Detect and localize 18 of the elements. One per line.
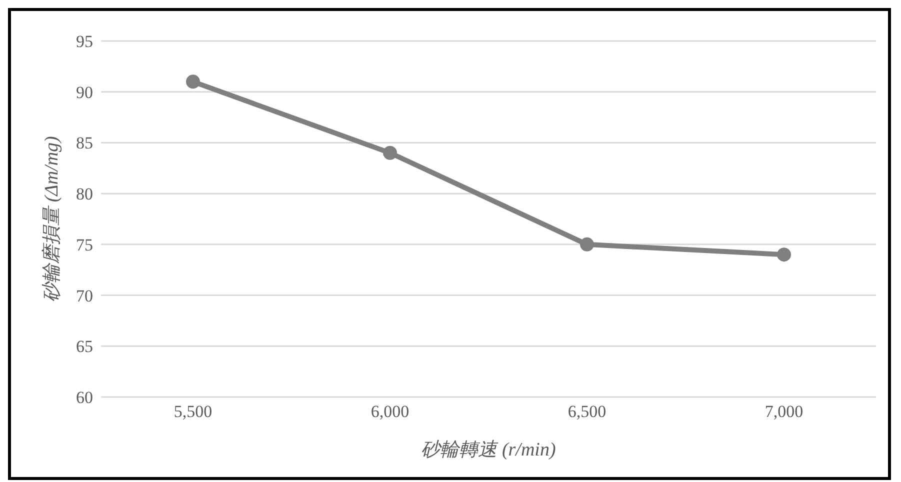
x-axis-title: 砂輪轉速 (r/min): [421, 439, 556, 460]
y-tick-label: 85: [76, 134, 93, 153]
y-tick-label: 75: [76, 235, 93, 254]
x-tick-label: 5,500: [174, 402, 212, 422]
x-tick-label: 6,500: [568, 402, 606, 422]
y-tick-label: 80: [76, 184, 93, 204]
y-tick-label: 60: [76, 388, 93, 408]
x-tick-label: 7,000: [764, 402, 804, 422]
x-tick-label: 6,000: [370, 402, 410, 422]
point: [580, 237, 594, 252]
y-tick-label: 90: [76, 82, 93, 102]
y-tick-label: 95: [76, 32, 93, 52]
point: [383, 146, 397, 160]
point: [777, 248, 791, 262]
y-tick-label: 65: [76, 337, 93, 356]
point: [186, 74, 200, 89]
y-axis-title: 砂輪磨損量 (Δm/mg): [40, 136, 63, 302]
y-tick-label: 70: [76, 286, 93, 306]
